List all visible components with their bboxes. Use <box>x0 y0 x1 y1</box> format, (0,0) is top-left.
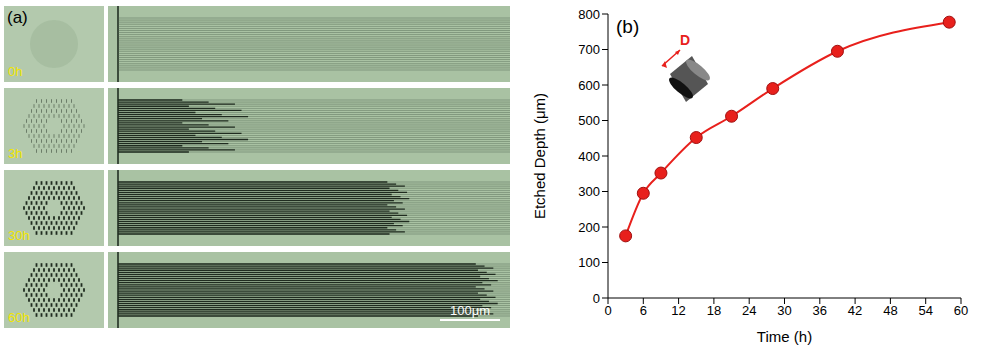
svg-text:30: 30 <box>777 303 791 318</box>
svg-text:(a): (a) <box>7 8 28 27</box>
html-text:D: D <box>680 32 691 48</box>
svg-text:Etched Depth (μm): Etched Depth (μm) <box>531 93 548 219</box>
svg-text:700: 700 <box>578 42 600 57</box>
svg-text:42: 42 <box>848 303 862 318</box>
svg-text:48: 48 <box>883 303 897 318</box>
svg-text:24: 24 <box>742 303 756 318</box>
svg-text:0: 0 <box>593 291 600 306</box>
svg-text:200: 200 <box>578 220 600 235</box>
svg-text:0h: 0h <box>8 64 22 79</box>
svg-text:18: 18 <box>707 303 721 318</box>
svg-text:400: 400 <box>578 149 600 164</box>
svg-text:3h: 3h <box>8 146 22 161</box>
html-text:(b): (b) <box>616 16 640 37</box>
svg-text:100: 100 <box>578 255 600 270</box>
svg-text:0: 0 <box>604 303 611 318</box>
svg-text:12: 12 <box>671 303 685 318</box>
svg-text:36: 36 <box>813 303 827 318</box>
svg-text:500: 500 <box>578 113 600 128</box>
svg-text:60h: 60h <box>8 310 30 325</box>
svg-text:60: 60 <box>954 303 968 318</box>
svg-text:6: 6 <box>640 303 647 318</box>
svg-text:600: 600 <box>578 78 600 93</box>
svg-text:100μm: 100μm <box>450 303 490 318</box>
svg-text:54: 54 <box>918 303 932 318</box>
svg-text:300: 300 <box>578 184 600 199</box>
svg-text:Time (h): Time (h) <box>757 328 812 345</box>
svg-text:30h: 30h <box>8 228 30 243</box>
svg-text:800: 800 <box>578 7 600 22</box>
